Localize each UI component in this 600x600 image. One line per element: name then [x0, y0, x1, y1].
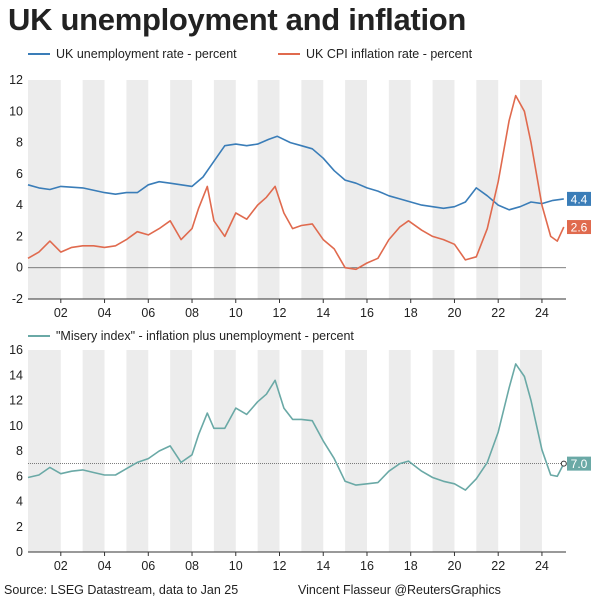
top-end-label-1: 2.6	[571, 221, 588, 235]
top-x-tick-label: 16	[360, 306, 374, 320]
footer-source: Source: LSEG Datastream, data to Jan 25	[4, 583, 239, 597]
bottom-shaded-band	[388, 350, 411, 552]
bottom-y-tick-label: 8	[16, 444, 23, 458]
bottom-end-point	[560, 460, 567, 467]
bottom-shaded-band	[520, 350, 542, 552]
legend-label-unemployment: UK unemployment rate - percent	[56, 47, 237, 61]
bottom-y-tick-label: 14	[9, 368, 23, 382]
bottom-shaded-band	[432, 350, 455, 552]
bottom-shaded-band	[257, 350, 280, 552]
footer-credit: Vincent Flasseur @ReutersGraphics	[298, 583, 501, 597]
top-end-label-0: 4.4	[571, 192, 588, 206]
bottom-y-tick-label: 0	[16, 545, 23, 559]
legend-label-misery: "Misery index" - inflation plus unemploy…	[56, 329, 354, 343]
top-x-tick-label: 10	[229, 306, 243, 320]
top-y-tick-label: 10	[9, 104, 23, 118]
bottom-x-tick-label: 10	[229, 559, 243, 573]
legend-swatch-misery	[28, 335, 50, 337]
top-x-tick-label: 20	[448, 306, 462, 320]
bottom-shaded-band	[476, 350, 499, 552]
legend-swatch-unemployment	[28, 53, 50, 55]
top-y-tick-label: 0	[16, 261, 23, 275]
page-title: UK unemployment and inflation	[8, 2, 467, 37]
top-x-tick-label: 04	[98, 306, 112, 320]
bottom-series-line-0	[27, 363, 565, 491]
legend-cpi: UK CPI inflation rate - percent	[278, 47, 472, 61]
top-series-line-1	[27, 94, 565, 271]
top-shaded-band	[345, 80, 367, 299]
bottom-shaded-band	[28, 350, 61, 552]
bottom-x-tick-label: 24	[535, 559, 549, 573]
bottom-x-tick-label: 08	[185, 559, 199, 573]
top-shaded-band	[213, 80, 236, 299]
bottom-end-label-0: 7.0	[571, 457, 588, 471]
top-y-tick-label: 8	[16, 136, 23, 150]
bottom-x-tick-label: 16	[360, 559, 374, 573]
top-shaded-band	[126, 80, 149, 299]
legend-swatch-cpi	[278, 53, 300, 55]
top-x-tick-label: 18	[404, 306, 418, 320]
bottom-y-tick-label: 16	[9, 343, 23, 357]
bottom-x-tick-label: 18	[404, 559, 418, 573]
top-y-tick-label: 2	[16, 229, 23, 243]
legend-unemployment: UK unemployment rate - percent	[28, 47, 237, 61]
top-x-tick-label: 08	[185, 306, 199, 320]
bottom-shaded-band	[170, 350, 193, 552]
bottom-x-tick-label: 02	[54, 559, 68, 573]
top-x-tick-label: 02	[54, 306, 68, 320]
bottom-shaded-band	[345, 350, 367, 552]
top-y-tick-label: 4	[16, 198, 23, 212]
bottom-shaded-band	[126, 350, 149, 552]
top-end-label-box-0	[567, 191, 591, 206]
bottom-x-tick-label: 22	[491, 559, 505, 573]
top-end-label-box-1	[567, 220, 591, 235]
bottom-y-tick-label: 12	[9, 394, 23, 408]
top-series-line-0	[27, 135, 564, 211]
top-shaded-band	[388, 80, 411, 299]
top-x-tick-label: 06	[141, 306, 155, 320]
bottom-y-tick-label: 6	[16, 469, 23, 483]
top-shaded-band	[170, 80, 193, 299]
bottom-y-tick-label: 2	[16, 520, 23, 534]
top-x-tick-label: 12	[273, 306, 287, 320]
top-shaded-band	[432, 80, 455, 299]
bottom-end-label-box-0	[567, 456, 591, 471]
bottom-x-tick-label: 12	[273, 559, 287, 573]
bottom-x-tick-label: 20	[448, 559, 462, 573]
legend-label-cpi: UK CPI inflation rate - percent	[306, 47, 473, 61]
top-shaded-band	[257, 80, 280, 299]
bottom-shaded-band	[301, 350, 324, 552]
bottom-shaded-band	[213, 350, 236, 552]
top-x-tick-label: 14	[316, 306, 330, 320]
bottom-x-tick-label: 14	[316, 559, 330, 573]
bottom-y-tick-label: 10	[9, 419, 23, 433]
top-x-tick-label: 22	[491, 306, 505, 320]
top-y-tick-label: 12	[9, 73, 23, 87]
top-x-tick-label: 24	[535, 306, 549, 320]
top-shaded-band	[520, 80, 542, 299]
bottom-y-tick-label: 4	[16, 495, 23, 509]
legend-misery-index: "Misery index" - inflation plus unemploy…	[28, 329, 354, 343]
top-shaded-band	[301, 80, 324, 299]
bottom-x-tick-label: 04	[98, 559, 112, 573]
top-y-tick-label: -2	[12, 292, 23, 306]
bottom-x-tick-label: 06	[141, 559, 155, 573]
bottom-shaded-band	[82, 350, 105, 552]
top-y-tick-label: 6	[16, 167, 23, 181]
